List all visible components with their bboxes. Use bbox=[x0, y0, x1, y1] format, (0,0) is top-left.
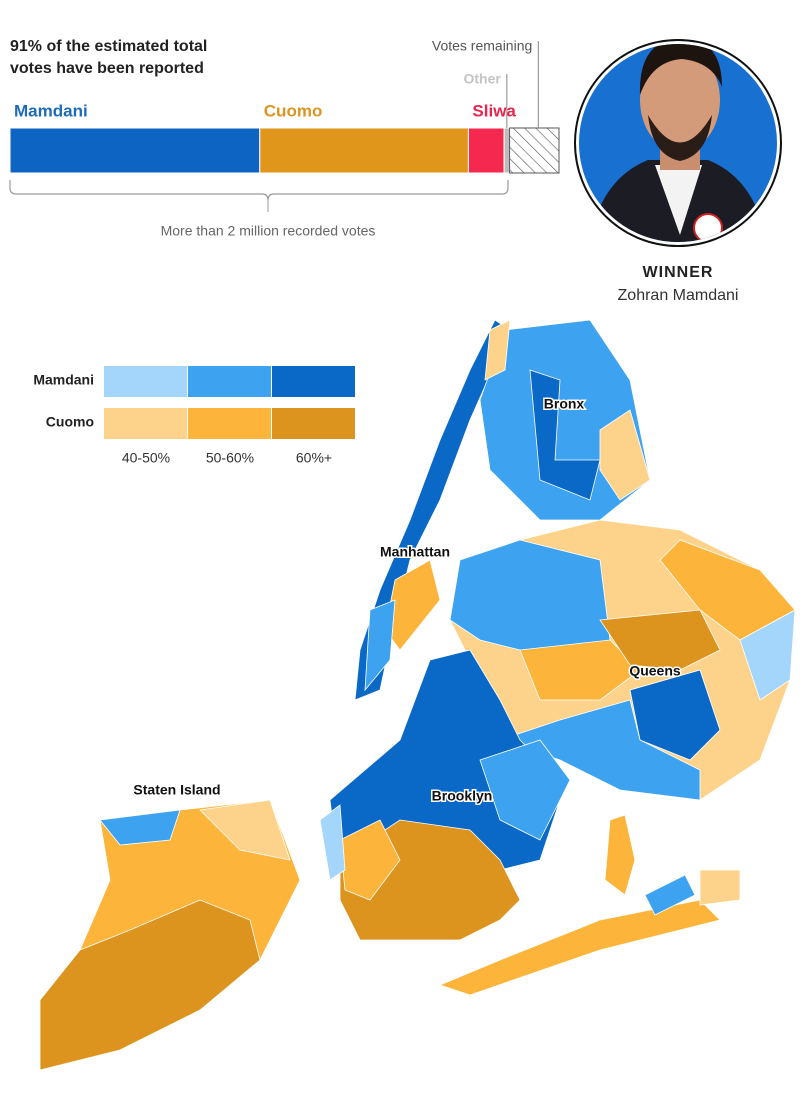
legend-swatch bbox=[272, 366, 355, 397]
jamaica-bay bbox=[604, 814, 636, 896]
borough-label: Brooklyn bbox=[432, 788, 493, 804]
staten-south bbox=[39, 899, 261, 1071]
bar-segment bbox=[467, 127, 505, 174]
total-note: More than 2 million recorded votes bbox=[161, 223, 376, 239]
segment-label: Cuomo bbox=[264, 101, 323, 120]
staten-ne bbox=[199, 799, 291, 861]
staten-north bbox=[99, 809, 181, 846]
queens-central bbox=[519, 639, 641, 701]
brooklyn-west bbox=[319, 804, 346, 881]
reported-text: 91% of the estimated total votes have be… bbox=[10, 38, 208, 77]
rockaway-mid bbox=[644, 874, 696, 916]
legend-swatch bbox=[104, 366, 187, 397]
bracket bbox=[9, 180, 509, 201]
queens-se bbox=[629, 669, 721, 761]
borough-label: Manhattan bbox=[380, 544, 450, 560]
legend-swatch bbox=[188, 366, 271, 397]
segment-label: Other bbox=[464, 71, 502, 87]
legend-bin: 50-60% bbox=[206, 450, 254, 466]
segment-label: Votes remaining bbox=[432, 38, 532, 54]
borough-label: Staten Island bbox=[133, 782, 220, 798]
queens-east bbox=[739, 609, 796, 701]
vote-bar: Mamdani Cuomo Sliwa Other Votes remaining bbox=[9, 38, 560, 174]
map-labels: Bronx Manhattan Queens Brooklyn Staten Islan… bbox=[132, 394, 682, 805]
bronx-east bbox=[599, 409, 651, 501]
legend-name: Cuomo bbox=[46, 414, 94, 430]
manhattan-south bbox=[364, 599, 396, 692]
segment-label: Mamdani bbox=[14, 101, 88, 120]
legend-bin: 60%+ bbox=[296, 450, 332, 466]
winner-name: Zohran Mamdani bbox=[618, 287, 739, 304]
queens-south bbox=[498, 699, 701, 801]
bar-segment bbox=[259, 127, 469, 174]
bar-segment bbox=[9, 127, 261, 174]
winner-photo bbox=[574, 39, 782, 247]
rockaway-east bbox=[699, 869, 741, 906]
legend-swatch bbox=[104, 408, 187, 439]
bar-segment bbox=[503, 127, 511, 174]
bronx-nw bbox=[484, 319, 511, 381]
winner-label: WINNER bbox=[643, 264, 714, 281]
queens-mid bbox=[599, 609, 721, 671]
bar-segment bbox=[509, 127, 560, 174]
rockaway bbox=[438, 899, 721, 996]
legend-swatch bbox=[272, 408, 355, 439]
borough-label: Queens bbox=[629, 663, 681, 679]
legend-name: Mamdani bbox=[33, 372, 94, 388]
brooklyn-sw bbox=[339, 819, 401, 901]
legend: Mamdani Cuomo 40-50% 50-60% 60%+ bbox=[33, 366, 355, 466]
segment-label: Sliwa bbox=[472, 101, 516, 120]
legend-bin: 40-50% bbox=[122, 450, 170, 466]
brooklyn-east bbox=[479, 739, 571, 841]
borough-label: Bronx bbox=[544, 396, 585, 412]
reported-box: 91% of the estimated total votes have be… bbox=[10, 38, 208, 77]
legend-swatch bbox=[188, 408, 271, 439]
nyc-map bbox=[39, 319, 796, 1071]
